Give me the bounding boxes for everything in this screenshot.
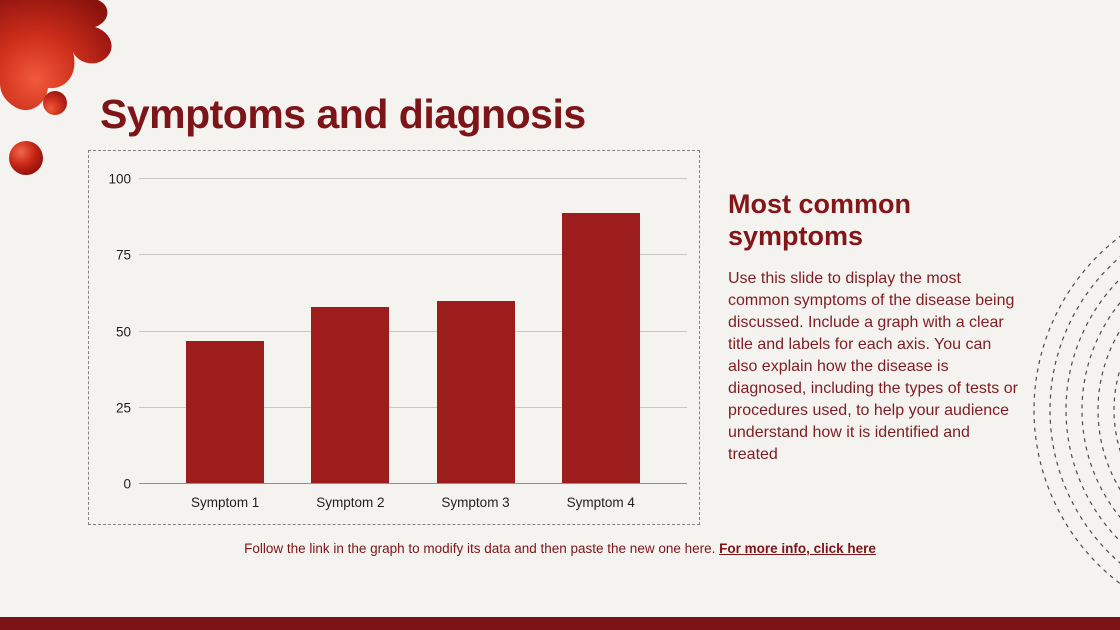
y-tick-label: 100 <box>108 171 131 187</box>
red-sphere-decoration <box>9 141 43 175</box>
gridline-0 <box>139 483 687 484</box>
bar-slot: Symptom 4 <box>561 179 640 510</box>
bar-symptom-1 <box>186 340 265 484</box>
bar-symptom-4 <box>561 212 640 484</box>
gridline-50 <box>139 330 687 332</box>
category-label: Symptom 2 <box>316 495 385 510</box>
bar-slot: Symptom 3 <box>436 179 515 510</box>
y-tick-label: 0 <box>123 476 131 492</box>
gridline-75 <box>139 254 687 256</box>
bars-container: Symptom 1 Symptom 2 Symptom 3 Symptom 4 <box>139 179 687 510</box>
y-tick-label: 75 <box>115 247 131 263</box>
bar-symptom-2 <box>311 307 390 484</box>
caption: Follow the link in the graph to modify i… <box>0 541 1120 556</box>
category-label: Symptom 3 <box>441 495 510 510</box>
more-info-link[interactable]: For more info, click here <box>719 541 876 556</box>
gridline-100 <box>139 178 687 179</box>
panel-body: Use this slide to display the most commo… <box>728 269 1018 464</box>
page-title: Symptoms and diagnosis <box>100 91 586 138</box>
bar-symptom-3 <box>436 301 515 484</box>
category-label: Symptom 1 <box>191 495 260 510</box>
panel-heading: Most common symptoms <box>728 189 912 252</box>
bar-chart: 0 25 50 75 100 Symptom 1 Symptom 2 Symptom 3 Sym… <box>108 172 687 510</box>
y-tick-label: 50 <box>115 324 131 339</box>
bar-slot: Symptom 2 <box>311 179 390 510</box>
footer-bar-decoration <box>0 617 1120 630</box>
bar-slot: Symptom 1 <box>186 179 265 510</box>
right-panel: Most common symptoms Use this slide to d… <box>728 188 1028 466</box>
caption-text: Follow the link in the graph to modify i… <box>244 541 720 556</box>
gridline-25 <box>139 406 687 408</box>
y-tick-label: 25 <box>115 400 131 416</box>
category-label: Symptom 4 <box>566 495 635 510</box>
chart-frame: 0 25 50 75 100 Symptom 1 Symptom 2 Symptom 3 Sym… <box>88 150 700 525</box>
